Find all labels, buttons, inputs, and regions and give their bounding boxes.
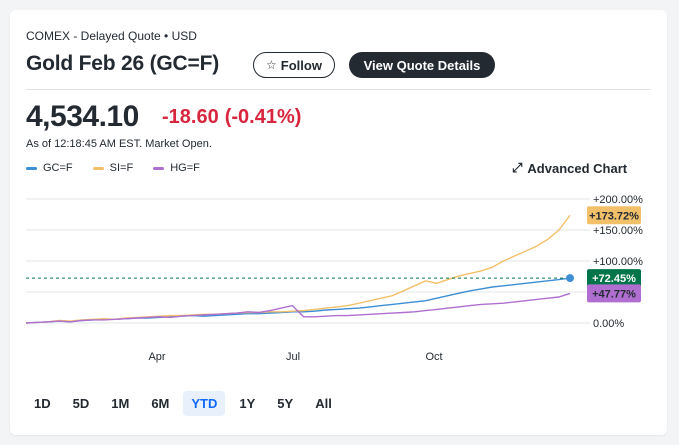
range-selector: 1D 5D 1M 6M YTD 1Y 5Y All (26, 391, 340, 416)
series-line-gc (25, 277, 571, 324)
value-badge-label: +173.72% (589, 210, 639, 222)
legend-item-hg[interactable]: HG=F (153, 162, 200, 174)
value-badge (587, 269, 641, 288)
x-tick-label: Oct (425, 351, 442, 363)
price-change: -18.60 (-0.41%) (162, 106, 301, 129)
quote-card: COMEX - Delayed Quote • USD Gold Feb 26 … (10, 10, 667, 435)
value-badge (587, 284, 641, 303)
value-badge (587, 206, 641, 225)
change-value: -18.60 (162, 106, 219, 128)
exchange-info: COMEX - Delayed Quote • USD (26, 29, 197, 43)
y-tick-label: +100.00% (593, 256, 643, 268)
as-of-timestamp: As of 12:18:45 AM EST. Market Open. (26, 138, 212, 150)
price: 4,534.10 (26, 100, 139, 133)
range-button[interactable]: 1Y (239, 396, 256, 411)
legend-swatch-hg (153, 166, 165, 170)
legend-item-si[interactable]: SI=F (92, 162, 134, 174)
chart-legend: GC=F SI=F HG=F (26, 162, 200, 174)
value-badge-label: +72.45% (592, 273, 636, 285)
y-tick-label: +150.00% (593, 225, 643, 237)
advanced-chart-label: Advanced Chart (527, 160, 628, 176)
value-badge-label: +47.77% (592, 288, 636, 300)
range-button[interactable]: 1D (34, 396, 51, 411)
series-line-hg (25, 292, 571, 324)
divider (26, 89, 651, 90)
series-line-si (25, 214, 571, 324)
y-tick-label: +200.00% (593, 194, 643, 206)
page-title: Gold Feb 26 (GC=F) (26, 52, 219, 75)
legend-label-hg: HG=F (170, 162, 200, 174)
legend-item-gc[interactable]: GC=F (26, 162, 73, 174)
follow-label: Follow (280, 57, 322, 73)
view-quote-details-button[interactable]: View Quote Details (349, 52, 495, 78)
range-button[interactable]: 5D (72, 396, 90, 411)
legend-swatch-gc (26, 166, 37, 170)
range-button[interactable]: 5Y (277, 396, 294, 411)
change-percent: (-0.41%) (224, 106, 302, 128)
star-icon: ☆ (266, 58, 277, 72)
price-chart[interactable]: +200.00%+150.00%+100.00%+50.00%0.00%AprJ… (10, 185, 667, 375)
x-tick-label: Jul (286, 351, 300, 363)
range-button[interactable]: All (315, 396, 332, 411)
range-button[interactable]: 6M (151, 396, 170, 411)
legend-swatch-si (92, 166, 104, 170)
follow-button[interactable]: ☆ Follow (253, 52, 335, 78)
current-point-marker (566, 274, 574, 283)
advanced-chart-button[interactable]: ⤢ Advanced Chart (512, 160, 627, 176)
legend-label-gc: GC=F (43, 162, 73, 174)
expand-icon: ⤢ (512, 160, 523, 175)
x-tick-label: Apr (148, 351, 165, 363)
legend-label-si: SI=F (109, 162, 134, 174)
range-button[interactable]: 1M (111, 396, 130, 411)
y-tick-label: 0.00% (593, 318, 624, 330)
range-button-active[interactable]: YTD (183, 391, 226, 416)
